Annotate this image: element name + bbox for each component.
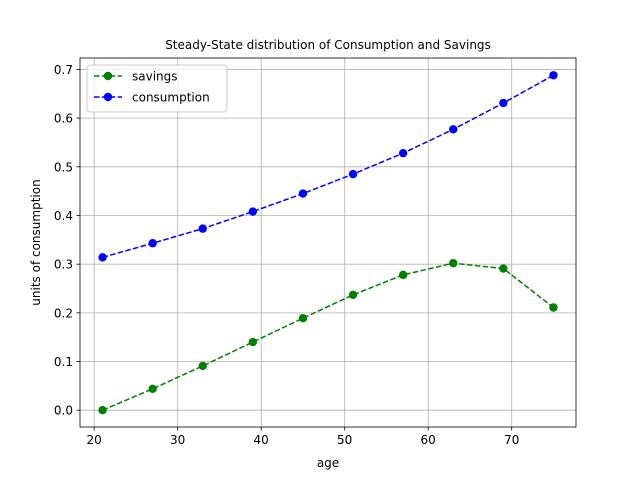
savings-point xyxy=(148,384,157,393)
consumption-point xyxy=(198,224,207,233)
chart-title: Steady-State distribution of Consumption… xyxy=(165,38,491,52)
savings-point xyxy=(449,258,458,268)
x-tick-label: 40 xyxy=(254,433,269,447)
x-axis-label: age xyxy=(317,456,339,470)
legend-item-consumption: consumption xyxy=(94,91,210,105)
y-tick-label: 0.5 xyxy=(54,160,73,174)
consumption-point xyxy=(348,169,358,179)
legend: savings consumption xyxy=(86,64,228,113)
x-tick-label: 60 xyxy=(421,433,436,447)
x-tick-label: 70 xyxy=(504,433,519,447)
y-tick-label: 0.4 xyxy=(54,209,73,223)
consumption-point xyxy=(549,71,558,80)
series-savings xyxy=(98,258,558,415)
consumption-point xyxy=(148,239,157,248)
series-consumption xyxy=(98,71,558,262)
savings-point xyxy=(98,406,107,415)
consumption-point xyxy=(499,98,508,108)
y-tick-label: 0.0 xyxy=(54,404,73,418)
savings-point xyxy=(549,303,558,312)
plot-frame xyxy=(79,57,577,428)
consumption-point xyxy=(248,207,258,216)
savings-point xyxy=(499,264,508,273)
legend-item-savings: savings xyxy=(94,70,178,84)
y-tick-label: 0.3 xyxy=(54,258,73,272)
series-layer xyxy=(98,71,558,415)
y-axis-label: units of consumption xyxy=(29,179,43,305)
y-tick-label: 0.1 xyxy=(54,355,73,369)
y-tick-label: 0.6 xyxy=(54,112,73,126)
consumption-point xyxy=(398,148,408,158)
legend-label: consumption xyxy=(132,91,210,105)
y-tick-label: 0.7 xyxy=(54,63,73,77)
consumption-point xyxy=(298,189,308,198)
savings-line xyxy=(102,262,554,411)
x-tick-label: 50 xyxy=(337,433,352,447)
consumption-point xyxy=(98,253,107,262)
x-tick-label: 20 xyxy=(87,433,102,447)
y-tick-label: 0.2 xyxy=(54,306,73,320)
grid xyxy=(80,58,576,427)
savings-point xyxy=(198,361,207,371)
legend-marker xyxy=(103,71,113,81)
consumption-line xyxy=(102,74,554,259)
ticks: 20 30 40 50 60 70 0.0 0.1 0.2 0.3 0.4 0.5 0.6 0.7 xyxy=(54,63,519,447)
x-tick-label: 30 xyxy=(170,433,185,447)
savings-point xyxy=(398,270,408,280)
legend-label: savings xyxy=(132,70,178,84)
savings-point xyxy=(298,313,308,323)
consumption-point xyxy=(449,125,458,134)
savings-point xyxy=(348,290,358,300)
legend-marker xyxy=(103,92,113,102)
savings-point xyxy=(248,337,258,347)
